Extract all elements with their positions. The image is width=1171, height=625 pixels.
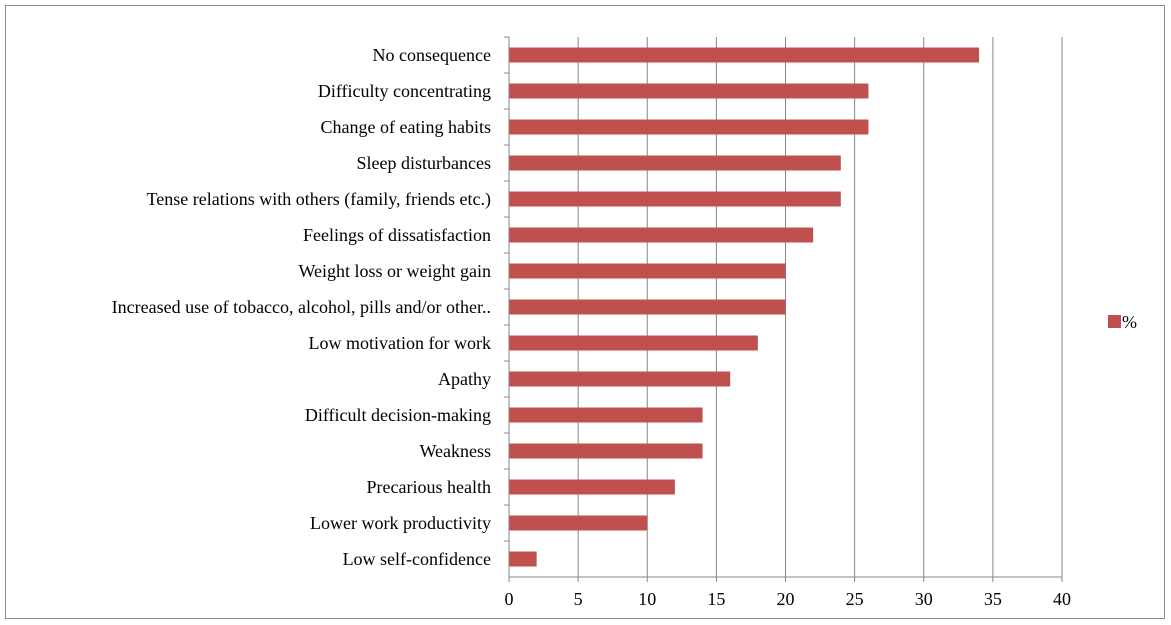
bar bbox=[509, 479, 675, 495]
category-label: Precarious health bbox=[367, 477, 491, 497]
x-tick-label: 10 bbox=[638, 589, 656, 609]
bar bbox=[509, 407, 703, 423]
category-label: Apathy bbox=[438, 369, 491, 389]
category-label: Sleep disturbances bbox=[357, 153, 491, 173]
bar bbox=[509, 371, 731, 387]
bar bbox=[509, 83, 869, 99]
x-tick-label: 0 bbox=[505, 589, 514, 609]
category-label: Low motivation for work bbox=[309, 333, 491, 353]
legend-label: % bbox=[1122, 312, 1137, 332]
category-label: Change of eating habits bbox=[321, 117, 491, 137]
bar bbox=[509, 299, 786, 315]
category-label: Tense relations with others (family, fri… bbox=[147, 189, 491, 210]
x-tick-label: 5 bbox=[574, 589, 583, 609]
category-label: No consequence bbox=[373, 45, 491, 65]
bar bbox=[509, 47, 980, 63]
x-tick-labels: 0 5 10 15 20 25 30 35 40 bbox=[505, 589, 1072, 609]
axes bbox=[504, 36, 1063, 582]
bar bbox=[509, 443, 703, 459]
x-tick-label: 15 bbox=[707, 589, 725, 609]
legend: % bbox=[1108, 312, 1137, 332]
bar bbox=[509, 335, 758, 351]
bars bbox=[509, 47, 980, 567]
category-label: Feelings of dissatisfaction bbox=[303, 225, 491, 245]
bar bbox=[509, 119, 869, 135]
category-label: Weight loss or weight gain bbox=[298, 261, 491, 281]
x-tick-label: 25 bbox=[846, 589, 864, 609]
bar bbox=[509, 551, 537, 567]
x-tick-label: 30 bbox=[915, 589, 933, 609]
legend-swatch bbox=[1108, 315, 1121, 328]
bar bbox=[509, 191, 841, 207]
x-tick-label: 40 bbox=[1053, 589, 1071, 609]
category-label: Increased use of tobacco, alcohol, pills… bbox=[112, 297, 491, 317]
category-label: Low self-confidence bbox=[343, 549, 491, 569]
category-label: Difficulty concentrating bbox=[318, 81, 491, 101]
bar bbox=[509, 227, 814, 243]
x-tick-label: 35 bbox=[984, 589, 1002, 609]
bar bbox=[509, 515, 648, 531]
bar bbox=[509, 263, 786, 279]
bar bbox=[509, 155, 841, 171]
category-label: Lower work productivity bbox=[310, 513, 491, 533]
category-label: Weakness bbox=[419, 441, 491, 461]
category-labels: No consequence Difficulty concentrating Ch… bbox=[112, 45, 491, 569]
category-label: Difficult decision-making bbox=[305, 405, 491, 425]
x-tick-label: 20 bbox=[777, 589, 795, 609]
